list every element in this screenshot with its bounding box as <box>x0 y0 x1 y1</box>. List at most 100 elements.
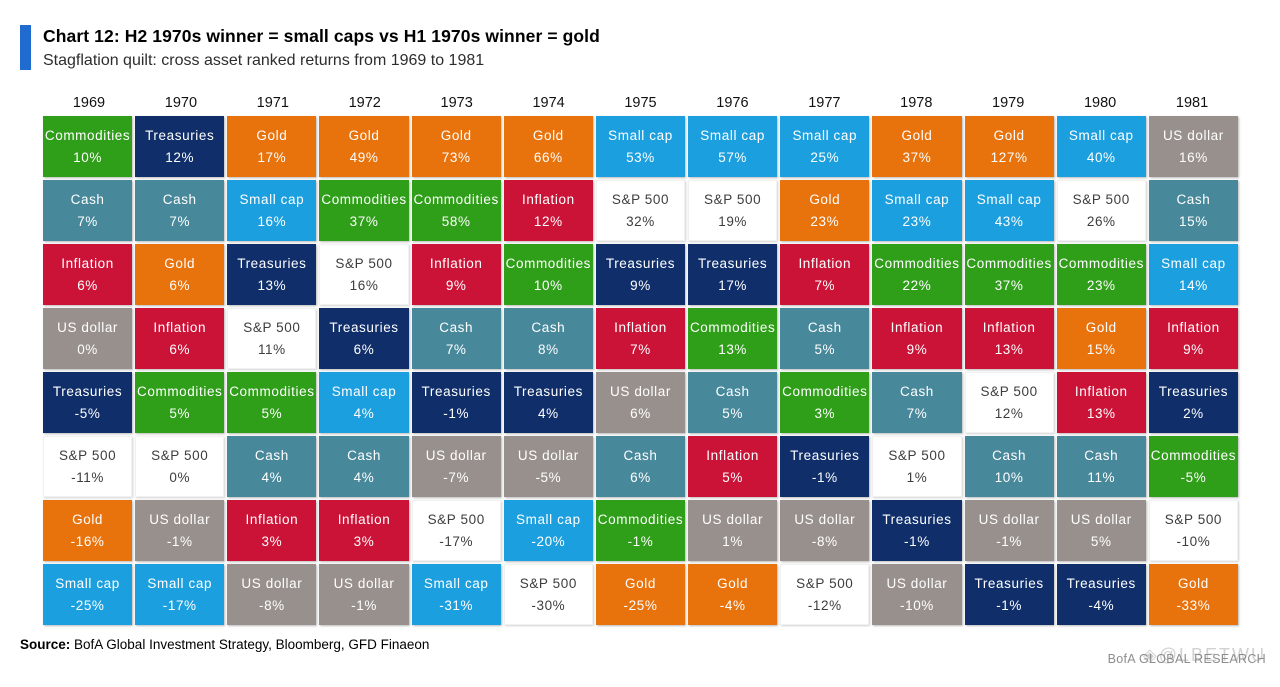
cell-return-value: 3% <box>353 533 375 549</box>
quilt-cell: Small cap 53% <box>595 116 686 177</box>
quilt-cell: US dollar 6% <box>595 372 686 433</box>
cell-return-value: 58% <box>441 213 471 229</box>
year-label: 1981 <box>1175 95 1209 111</box>
quilt-cell: Inflation 13% <box>964 308 1054 369</box>
cell-asset-label: Commodities <box>1150 447 1237 463</box>
cell-asset-label: S&P 500 <box>1164 511 1223 527</box>
year-label: 1979 <box>992 95 1025 111</box>
cell-return-value: 9% <box>1183 341 1204 357</box>
cell-return-value: 6% <box>353 341 375 357</box>
cell-return-value: 37% <box>349 213 379 229</box>
quilt-cell: S&P 500 1% <box>872 436 962 497</box>
cell-asset-label: S&P 500 <box>243 319 301 335</box>
quilt-cell: Cash 4% <box>319 436 409 497</box>
cell-asset-label: S&P 500 <box>58 447 117 463</box>
cell-return-value: 5% <box>169 405 191 421</box>
quilt-cell: Commodities 10% <box>503 244 593 305</box>
cell-return-value: 5% <box>261 405 283 421</box>
cell-asset-label: Commodities <box>413 191 499 207</box>
cell-asset-label: Commodities <box>505 255 592 271</box>
cell-asset-label: S&P 500 <box>1072 191 1130 207</box>
quilt-cell: Commodities 13% <box>688 308 778 369</box>
cell-return-value: -11% <box>71 469 105 485</box>
cell-return-value: 57% <box>718 149 748 165</box>
cell-asset-label: Cash <box>347 447 381 463</box>
cell-return-value: 53% <box>626 149 655 165</box>
quilt-cell: Commodities 5% <box>227 372 317 433</box>
cell-return-value: -10% <box>1176 533 1211 549</box>
cell-return-value: -8% <box>258 597 285 613</box>
quilt-cell: Cash 7% <box>872 372 962 433</box>
cell-return-value: -4% <box>719 597 746 613</box>
cell-asset-label: Commodities <box>689 319 776 335</box>
quilt-cell: Commodities 3% <box>780 372 870 433</box>
quilt-cell: Inflation 7% <box>595 308 686 369</box>
quilt-cell: Treasuries 17% <box>688 244 778 305</box>
cell-asset-label: Gold <box>901 127 933 143</box>
cell-return-value: 6% <box>77 277 98 293</box>
cell-return-value: -10% <box>899 597 934 613</box>
quilt-cell: Small cap 14% <box>1148 244 1238 305</box>
cell-return-value: 73% <box>441 149 471 165</box>
quilt-cell: Gold -16% <box>43 500 133 561</box>
cell-asset-label: S&P 500 <box>796 575 854 591</box>
quilt-cell: Small cap -17% <box>135 564 225 625</box>
year-label: 1974 <box>532 95 565 111</box>
cell-asset-label: Small cap <box>792 127 858 143</box>
cell-return-value: 49% <box>349 149 379 165</box>
quilt-cell: US dollar -1% <box>135 500 225 561</box>
cell-asset-label: Treasuries <box>605 255 676 271</box>
cell-asset-label: US dollar <box>794 511 856 527</box>
quilt-cell: Inflation 6% <box>135 308 225 369</box>
cell-return-value: 5% <box>814 341 836 357</box>
quilt-cell: Gold 6% <box>135 244 225 305</box>
cell-return-value: -8% <box>811 533 838 549</box>
quilt-cell: Inflation 5% <box>688 436 778 497</box>
cell-asset-label: Treasuries <box>237 255 307 271</box>
quilt-cell: Gold 23% <box>780 180 870 241</box>
cell-asset-label: Cash <box>70 191 105 207</box>
quilt-cell: Cash 5% <box>780 308 870 369</box>
quilt-cell: Small cap 40% <box>1056 116 1146 177</box>
cell-return-value: -5% <box>74 405 101 421</box>
quilt-cell: Treasuries 2% <box>1148 372 1238 433</box>
cell-asset-label: Commodities <box>597 511 684 527</box>
cell-asset-label: Treasuries <box>698 255 768 271</box>
quilt-cell: Treasuries -1% <box>872 500 962 561</box>
cell-return-value: 37% <box>994 277 1024 293</box>
year-label: 1975 <box>624 95 657 111</box>
cell-return-value: 32% <box>626 213 655 229</box>
cell-return-value: 5% <box>722 469 743 485</box>
cell-return-value: 7% <box>445 341 467 357</box>
quilt-cell: Commodities 10% <box>43 116 133 177</box>
quilt-cell: US dollar 0% <box>43 308 133 369</box>
quilt-cell: S&P 500 -10% <box>1148 500 1238 561</box>
quilt-cell: Gold -25% <box>595 564 686 625</box>
cell-return-value: 12% <box>994 405 1024 421</box>
cell-return-value: 1% <box>722 533 743 549</box>
cell-asset-label: Small cap <box>55 575 120 591</box>
cell-return-value: -7% <box>443 469 470 485</box>
watermark: ◈@LBETWU BofA GLOBAL RESEARCH <box>966 645 1266 676</box>
cell-asset-label: Inflation <box>1167 319 1220 335</box>
year-label: 1971 <box>256 95 289 111</box>
cell-return-value: 13% <box>994 341 1024 357</box>
quilt-cell: Gold 37% <box>872 116 962 177</box>
cell-return-value: 26% <box>1086 213 1116 229</box>
cell-return-value: 10% <box>994 469 1024 485</box>
cell-return-value: 13% <box>718 341 748 357</box>
quilt-cell: US dollar 1% <box>688 500 778 561</box>
quilt-cell: Cash 11% <box>1056 436 1146 497</box>
cell-return-value: 16% <box>349 277 379 293</box>
quilt-cell: S&P 500 -30% <box>503 564 593 625</box>
cell-return-value: -25% <box>623 597 658 613</box>
quilt-cell: Cash 7% <box>135 180 225 241</box>
cell-return-value: 4% <box>353 405 375 421</box>
cell-asset-label: S&P 500 <box>888 447 946 463</box>
cell-return-value: -20% <box>531 533 566 549</box>
quilt-cell: Gold 127% <box>964 116 1054 177</box>
quilt-cell: Small cap -20% <box>503 500 593 561</box>
cell-return-value: 7% <box>77 213 98 229</box>
cell-asset-label: Small cap <box>423 575 489 591</box>
cell-return-value: 2% <box>1183 405 1204 421</box>
